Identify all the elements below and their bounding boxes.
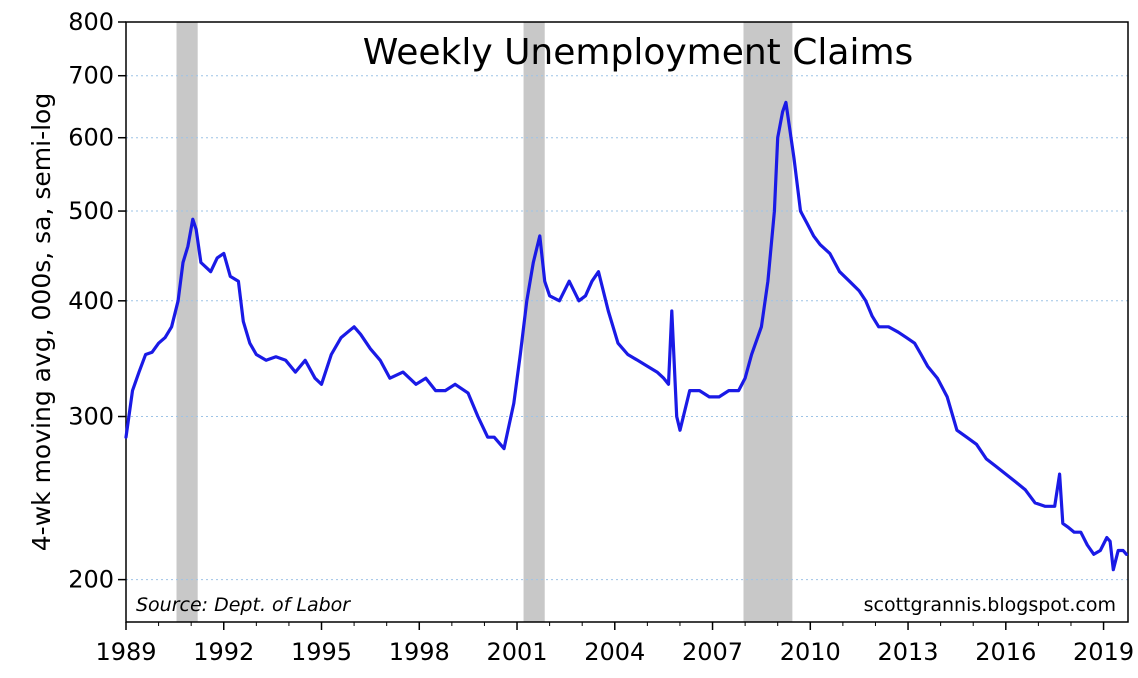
y-tick-label: 500 xyxy=(68,197,114,225)
recession-band xyxy=(743,22,793,622)
x-tick-label: 2013 xyxy=(878,638,939,666)
chart-title: Weekly Unemployment Claims xyxy=(363,32,914,73)
source-note: Source: Dept. of Labor xyxy=(136,594,351,616)
y-tick-label: 200 xyxy=(68,566,114,594)
gridlines xyxy=(126,75,1128,581)
y-tick-label: 700 xyxy=(68,62,114,90)
y-tick-label: 300 xyxy=(68,403,114,431)
y-axis: 200 300 400 500 600 700 800 xyxy=(68,8,126,594)
x-tick-label: 1989 xyxy=(95,638,156,666)
y-axis-title: 4-wk moving avg, 000s, sa, semi-log xyxy=(27,93,56,551)
x-tick-label: 2004 xyxy=(584,638,645,666)
x-tick-label: 2007 xyxy=(682,638,743,666)
x-tick-label: 1998 xyxy=(389,638,450,666)
recession-band xyxy=(523,22,545,622)
x-tick-label: 1995 xyxy=(291,638,352,666)
x-axis: 1989 1992 1995 1998 2001 2004 2007 2010 2013 2016… xyxy=(95,622,1134,666)
series-line-layer xyxy=(124,100,1129,572)
x-tick-label: 1992 xyxy=(193,638,254,666)
x-tick-label: 2019 xyxy=(1073,638,1134,666)
y-tick-label: 400 xyxy=(68,287,114,315)
y-tick-label: 800 xyxy=(68,8,114,36)
x-tick-label: 2016 xyxy=(975,638,1036,666)
x-tick-label: 2010 xyxy=(780,638,841,666)
recession-shading xyxy=(176,22,793,622)
plot-area-frame xyxy=(125,21,1129,623)
credit-note: scottgrannis.blogspot.com xyxy=(864,594,1116,616)
recession-band xyxy=(176,22,198,622)
y-tick-label: 600 xyxy=(68,124,114,152)
x-tick-label: 2001 xyxy=(486,638,547,666)
claims-series-line xyxy=(124,100,1129,572)
